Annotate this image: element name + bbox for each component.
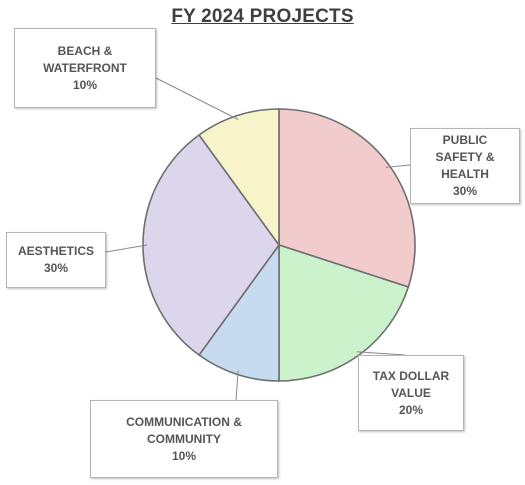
data-label-aesthetics: AESTHETICS 30% [6, 232, 106, 288]
data-label-communication-community: COMMUNICATION & COMMUNITY 10% [90, 400, 278, 478]
percent-label: 20% [398, 402, 424, 417]
percent-label: 10% [171, 448, 197, 463]
data-label-beach-waterfront: BEACH & WATERFRONT 10% [14, 28, 156, 108]
chart-title: FY 2024 PROJECTS [171, 6, 354, 27]
category-label: COMMUNICATION & [126, 414, 242, 429]
data-label-public-safety-health: PUBLIC SAFETY & HEALTH 30% [410, 128, 520, 204]
leader-line [356, 351, 406, 356]
leader-line [385, 164, 411, 168]
category-label: BEACH & [57, 43, 113, 58]
pie-slice-aesthetics [142, 133, 280, 357]
pie-slice-beach-waterfront [197, 108, 280, 248]
data-label-tax-dollar-value: TAX DOLLAR VALUE 20% [358, 355, 464, 431]
category-label: VALUE [391, 385, 431, 400]
category-label: PUBLIC [442, 133, 488, 147]
percent-label: 30% [452, 184, 478, 198]
category-label: TAX DOLLAR [372, 368, 450, 383]
leader-line [155, 77, 239, 120]
percent-label: 10% [72, 77, 98, 92]
category-label: SAFETY & [435, 150, 495, 164]
category-label: AESTHETICS [17, 244, 94, 258]
percent-label: 30% [43, 261, 69, 275]
pie-slice-communication-community [197, 242, 280, 382]
category-label: WATERFRONT [43, 60, 127, 75]
pie-slice-public-safety-health [278, 108, 416, 289]
leader-line [105, 244, 148, 253]
category-label: HEALTH [441, 167, 489, 181]
category-label: COMMUNITY [147, 431, 221, 446]
leader-line [235, 370, 239, 401]
